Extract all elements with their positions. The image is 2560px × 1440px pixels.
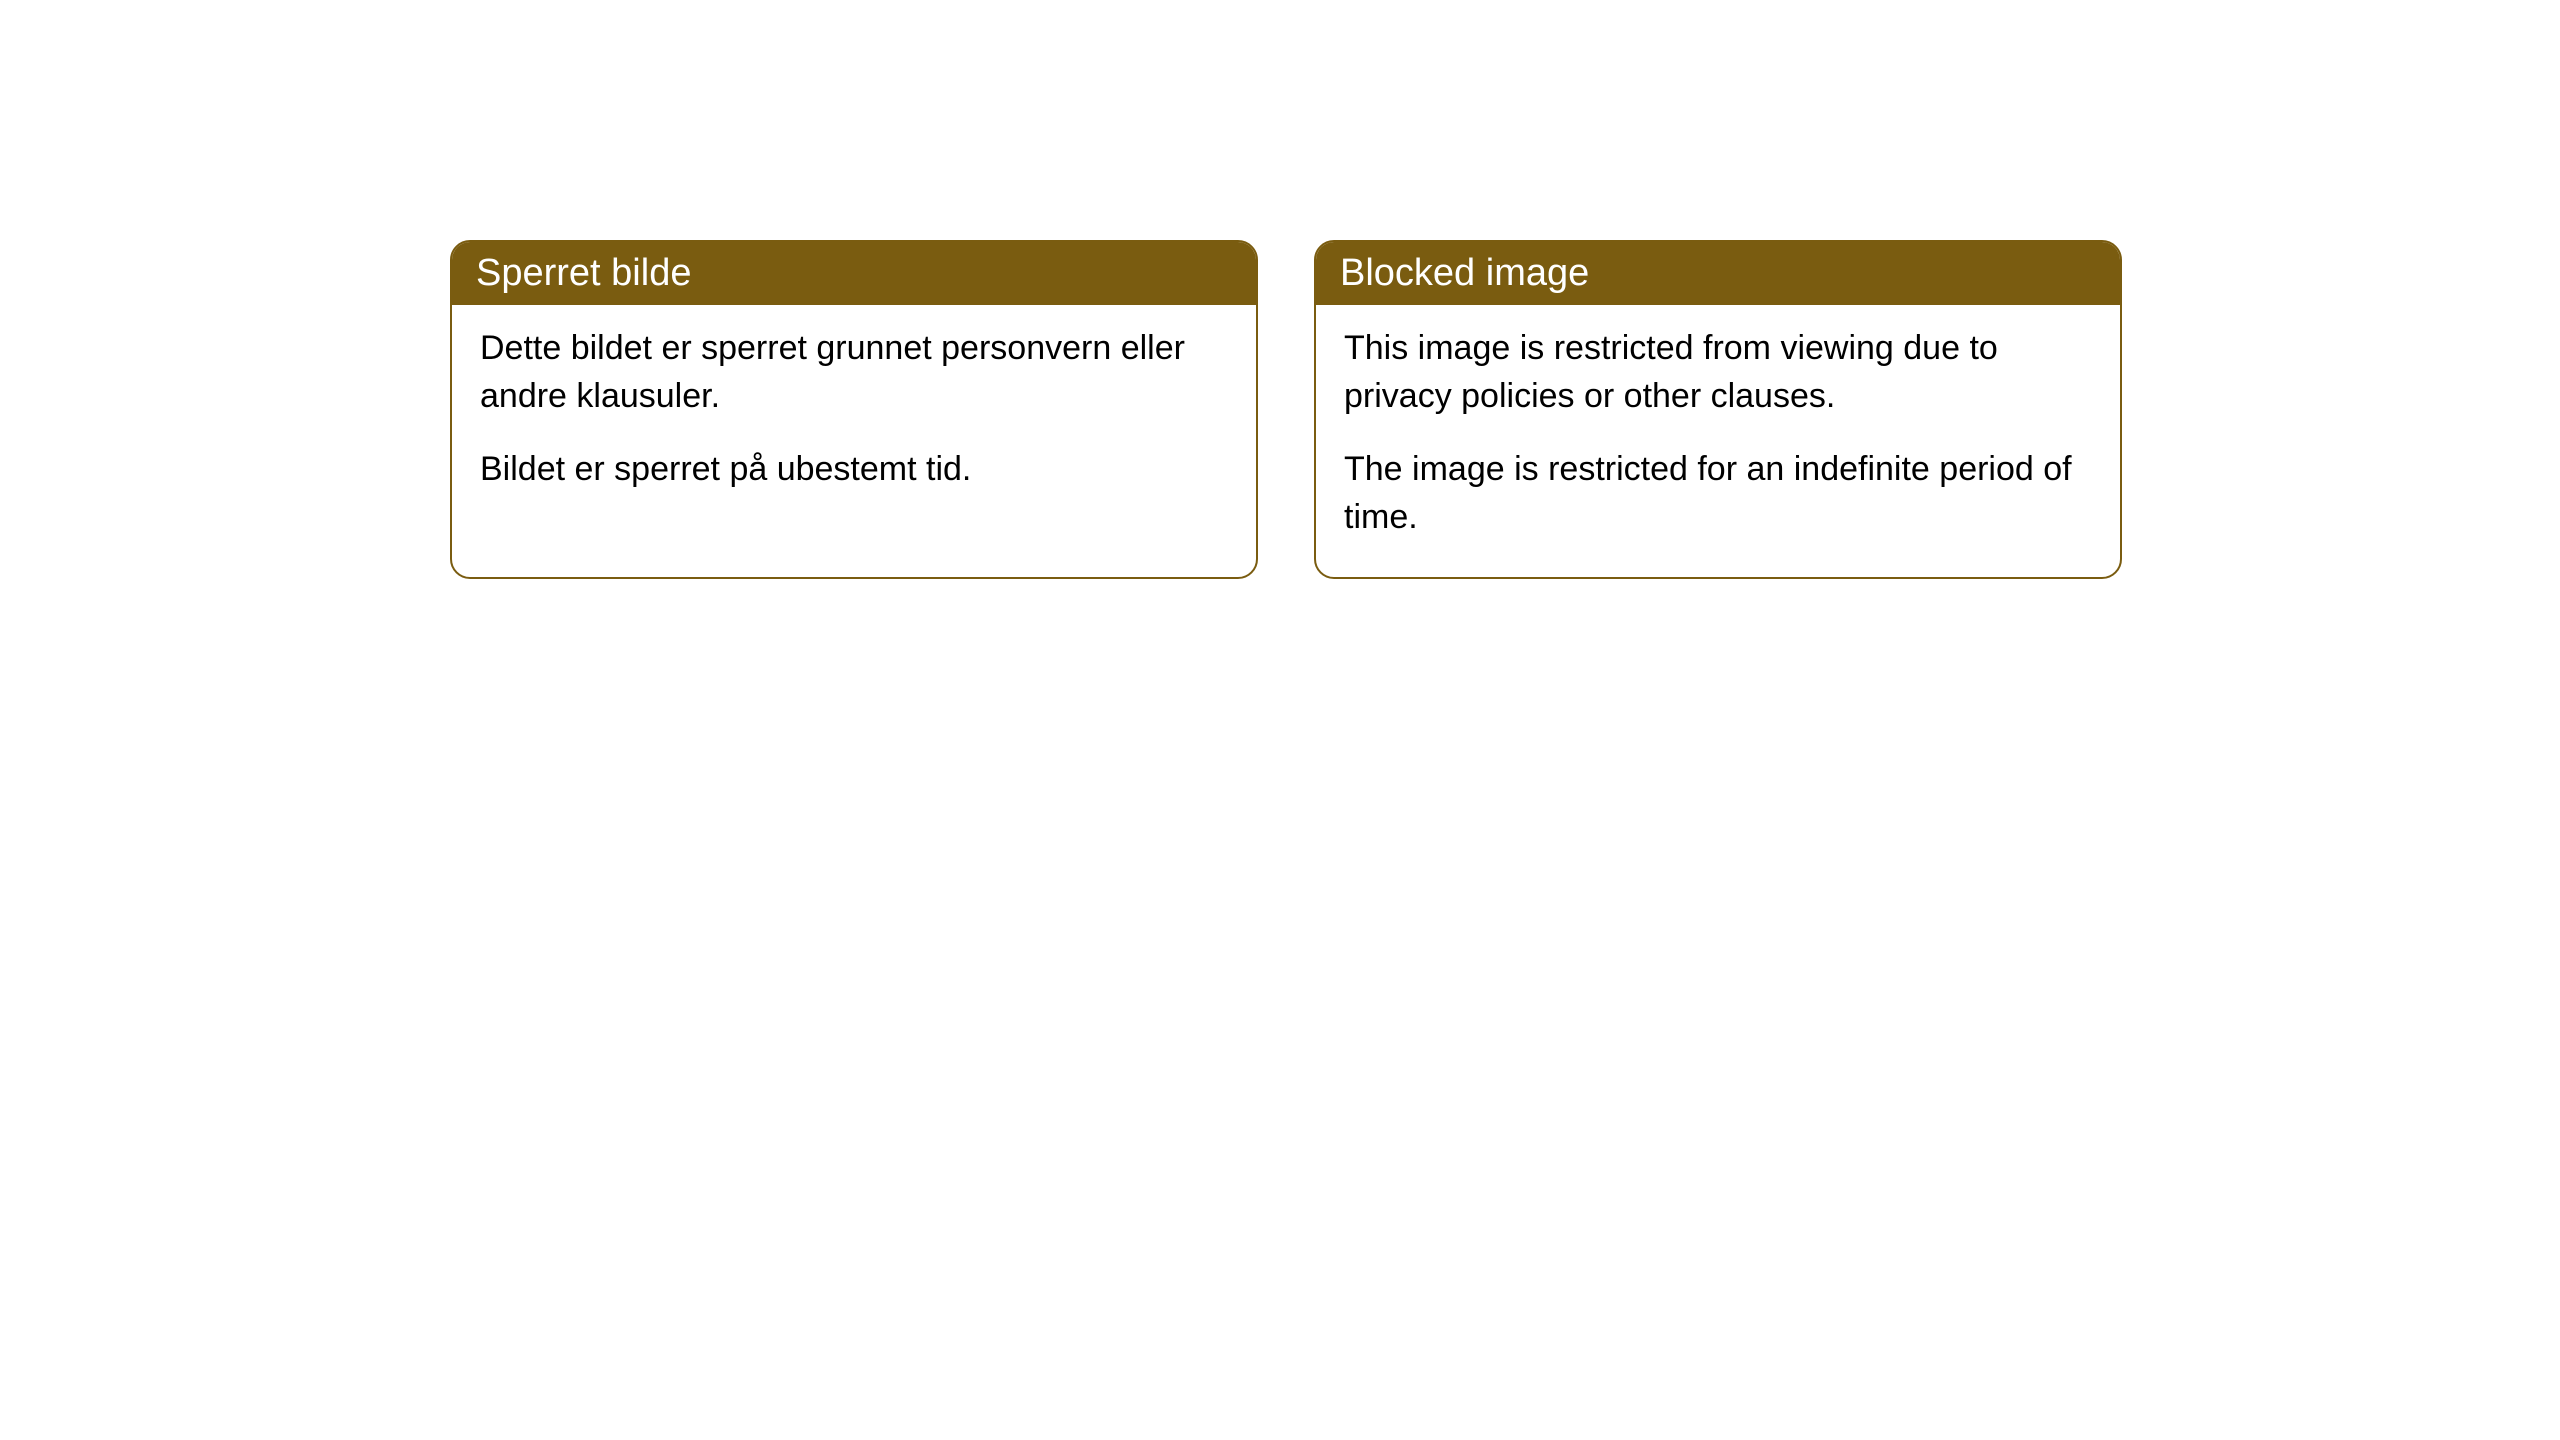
notice-body: Dette bildet er sperret grunnet personve… bbox=[452, 305, 1256, 530]
notice-card-english: Blocked image This image is restricted f… bbox=[1314, 240, 2122, 579]
notice-header: Blocked image bbox=[1316, 242, 2120, 305]
notice-body: This image is restricted from viewing du… bbox=[1316, 305, 2120, 577]
notice-paragraph: Dette bildet er sperret grunnet personve… bbox=[480, 325, 1228, 420]
notice-paragraph: Bildet er sperret på ubestemt tid. bbox=[480, 446, 1228, 494]
notice-header: Sperret bilde bbox=[452, 242, 1256, 305]
notice-paragraph: The image is restricted for an indefinit… bbox=[1344, 446, 2092, 541]
notice-card-norwegian: Sperret bilde Dette bildet er sperret gr… bbox=[450, 240, 1258, 579]
notice-container: Sperret bilde Dette bildet er sperret gr… bbox=[0, 0, 2560, 579]
notice-paragraph: This image is restricted from viewing du… bbox=[1344, 325, 2092, 420]
